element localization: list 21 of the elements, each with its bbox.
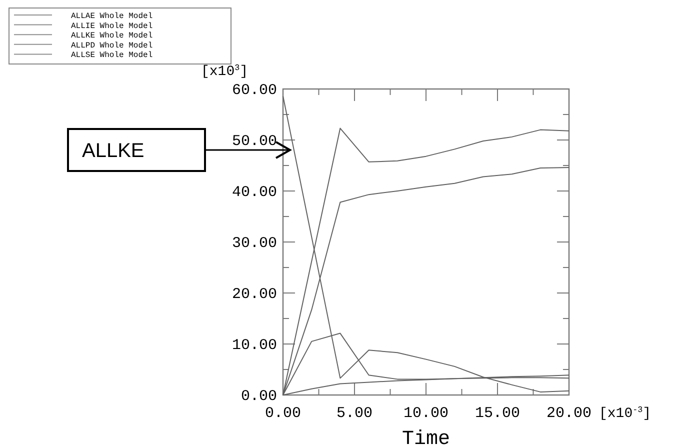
x-tick-label: 15.00 — [474, 405, 520, 422]
y-tick-label: 0.00 — [240, 388, 277, 405]
legend-label: ALLKE Whole Model — [71, 32, 153, 41]
x-tick-label: 5.00 — [336, 405, 373, 422]
y-tick-label: 30.00 — [232, 235, 277, 252]
y-tick-label: 60.00 — [232, 82, 277, 99]
x-tick-label: 0.00 — [264, 405, 302, 422]
x-tick-label: 10.00 — [403, 405, 449, 422]
y-tick-label: 20.00 — [232, 286, 277, 303]
legend-label: ALLAE Whole Model — [71, 12, 153, 21]
legend-label: ALLPD Whole Model — [71, 41, 153, 50]
x-tick-label: 20.00 — [546, 405, 592, 422]
text: ALLKE — [82, 140, 144, 162]
y-tick-label: 40.00 — [232, 184, 277, 201]
y-tick-label: 50.00 — [232, 133, 277, 150]
legend-label: ALLSE Whole Model — [71, 51, 153, 60]
x-axis-title: Time — [402, 428, 450, 448]
text: [x10$^{-3}$] — [599, 405, 652, 422]
y-tick-label: 10.00 — [232, 337, 277, 354]
y-axis-title: [x10$^{3}$] — [201, 63, 248, 80]
legend-label: ALLIE Whole Model — [71, 22, 153, 31]
